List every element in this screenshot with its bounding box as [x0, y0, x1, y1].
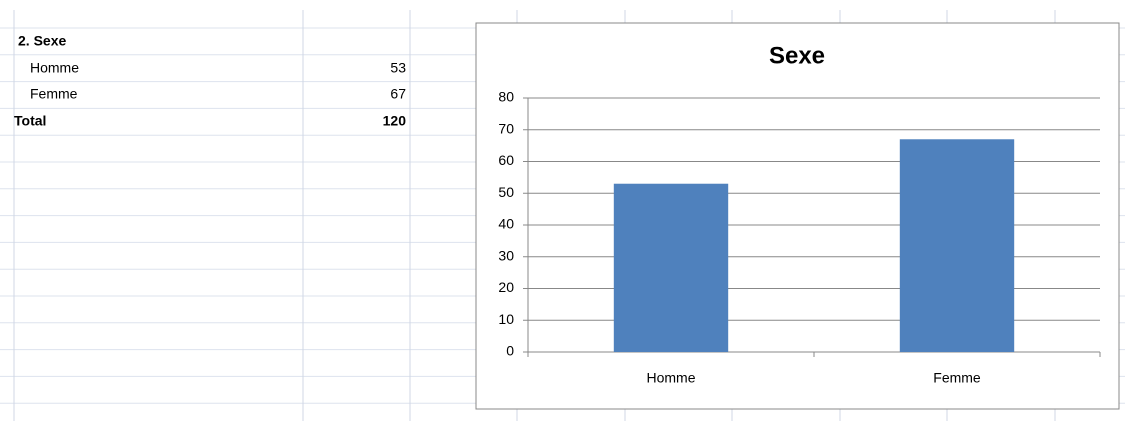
x-tick-label: Femme: [933, 370, 981, 386]
y-tick-label: 20: [498, 279, 514, 295]
y-tick-label: 70: [498, 120, 514, 136]
bar: [613, 183, 729, 352]
y-tick-label: 50: [498, 184, 514, 200]
chart: 0 10 20 30 40 50 60 70 80 Homme Femme: [498, 89, 1101, 386]
total-label: Total: [14, 113, 46, 129]
table-title: 2. Sexe: [18, 33, 66, 49]
y-tick-label: 30: [498, 247, 514, 263]
y-tick-label: 10: [498, 311, 514, 327]
row-value: 53: [390, 60, 406, 76]
y-tick-label: 80: [498, 89, 514, 105]
bar: [899, 139, 1015, 352]
chart-frame: [475, 22, 1120, 410]
row-label: Femme: [30, 86, 78, 102]
y-tick-label: 60: [498, 152, 514, 168]
y-tick-label: 40: [498, 216, 514, 232]
chart-title: Sexe: [769, 42, 825, 69]
row-label: Homme: [30, 60, 79, 76]
total-value: 120: [383, 113, 407, 129]
row-value: 67: [390, 86, 406, 102]
y-tick-label: 0: [506, 343, 514, 359]
x-tick-label: Homme: [646, 370, 695, 386]
